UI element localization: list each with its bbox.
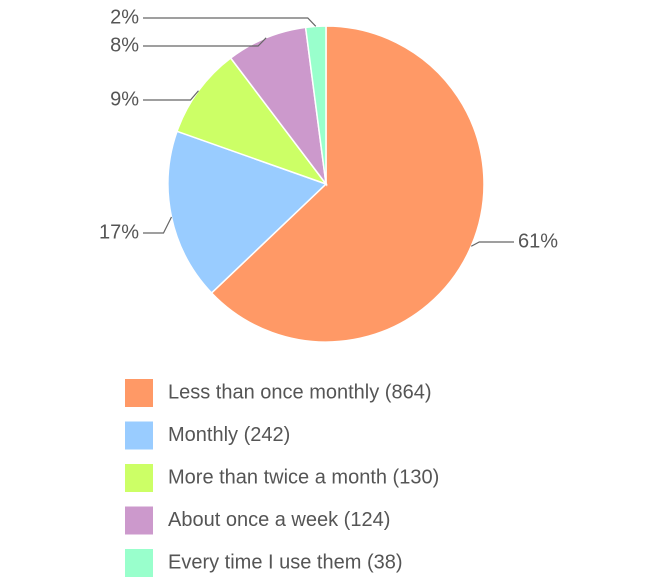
leader-line — [143, 37, 267, 47]
legend-label: About once a week (124) — [168, 509, 390, 531]
slice-label: 61% — [518, 230, 558, 252]
legend-label: Less than once monthly (864) — [168, 381, 432, 403]
leader-line — [470, 241, 514, 247]
slice-label: 2% — [110, 6, 139, 28]
slice-label: 8% — [110, 34, 139, 56]
pie-slice — [176, 56, 329, 186]
legend-swatch — [125, 421, 153, 450]
legend-label: Every time I use them (38) — [168, 551, 403, 573]
slice-label: 9% — [110, 88, 139, 110]
legend-swatch — [125, 379, 153, 407]
legend-swatch — [125, 549, 153, 577]
leader-line — [143, 17, 317, 27]
legend-label: Monthly (242) — [168, 424, 290, 446]
legend-label: More than twice a month (130) — [168, 466, 439, 488]
leader-line — [143, 90, 199, 101]
legend-swatch — [125, 464, 153, 492]
pie-slice — [167, 130, 328, 295]
legend-swatch — [125, 506, 153, 535]
leader-line — [143, 216, 173, 234]
slice-label: 17% — [99, 221, 139, 243]
